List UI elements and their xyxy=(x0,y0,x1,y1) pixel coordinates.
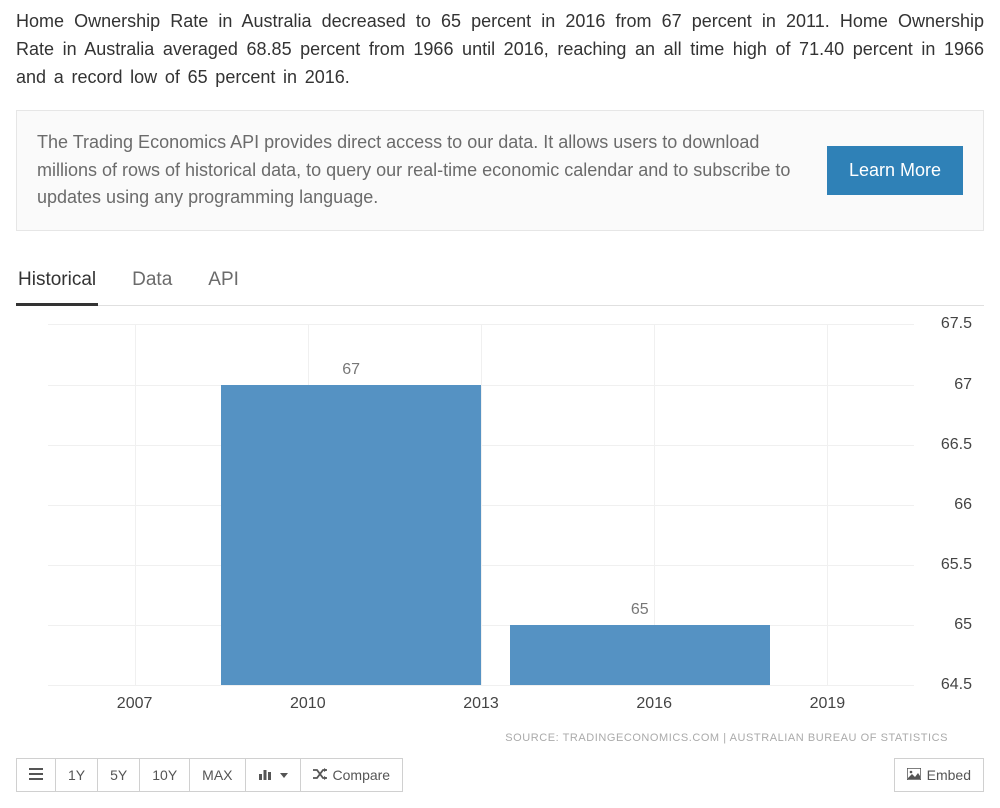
x-tick-label: 2013 xyxy=(463,695,499,713)
chart-bar: 67 xyxy=(221,385,481,686)
range-10y-button[interactable]: 10Y xyxy=(139,758,190,792)
x-tick-label: 2007 xyxy=(117,695,153,713)
toolbar-left-group: 1Y5Y10YMAX Compare xyxy=(16,758,403,792)
shuffle-icon xyxy=(313,767,327,783)
range-1y-button[interactable]: 1Y xyxy=(55,758,98,792)
chart-toolbar: 1Y5Y10YMAX Compare Embed xyxy=(16,758,984,792)
bar-value-label: 65 xyxy=(510,601,770,619)
x-tick-label: 2019 xyxy=(810,695,846,713)
bar-chart-icon xyxy=(258,767,272,783)
promo-text: The Trading Economics API provides direc… xyxy=(37,129,803,213)
chart-type-dropdown[interactable] xyxy=(245,758,301,792)
y-tick-label: 65.5 xyxy=(941,556,972,574)
ownership-chart: 64.56565.56666.56767.5200720102013201620… xyxy=(16,324,984,724)
vline xyxy=(827,324,828,685)
gridline xyxy=(48,685,914,686)
compare-label: Compare xyxy=(333,767,391,783)
vline xyxy=(135,324,136,685)
y-tick-label: 67 xyxy=(954,376,972,394)
compare-button[interactable]: Compare xyxy=(300,758,404,792)
y-tick-label: 66 xyxy=(954,496,972,514)
chart-tabs: Historical Data API xyxy=(16,259,984,306)
y-tick-label: 67.5 xyxy=(941,315,972,333)
embed-icon xyxy=(907,767,921,783)
intro-paragraph: Home Ownership Rate in Australia decreas… xyxy=(16,8,984,92)
chart-source: SOURCE: TRADINGECONOMICS.COM | AUSTRALIA… xyxy=(16,732,984,744)
list-view-button[interactable] xyxy=(16,758,56,792)
x-tick-label: 2016 xyxy=(636,695,672,713)
caret-down-icon xyxy=(280,773,288,778)
range-max-button[interactable]: MAX xyxy=(189,758,245,792)
y-tick-label: 66.5 xyxy=(941,436,972,454)
chart-plot-area: 64.56565.56666.56767.5200720102013201620… xyxy=(48,324,914,686)
embed-label: Embed xyxy=(927,767,971,783)
x-tick-label: 2010 xyxy=(290,695,326,713)
tab-api[interactable]: API xyxy=(206,259,241,305)
range-5y-button[interactable]: 5Y xyxy=(97,758,140,792)
tab-historical[interactable]: Historical xyxy=(16,259,98,306)
list-icon xyxy=(29,767,43,783)
vline xyxy=(481,324,482,685)
y-tick-label: 65 xyxy=(954,616,972,634)
embed-button[interactable]: Embed xyxy=(894,758,984,792)
bar-value-label: 67 xyxy=(221,361,481,379)
toolbar-right-group: Embed xyxy=(894,758,984,792)
tab-data[interactable]: Data xyxy=(130,259,174,305)
learn-more-button[interactable]: Learn More xyxy=(827,146,963,195)
chart-bar: 65 xyxy=(510,625,770,685)
api-promo-panel: The Trading Economics API provides direc… xyxy=(16,110,984,232)
y-tick-label: 64.5 xyxy=(941,676,972,694)
